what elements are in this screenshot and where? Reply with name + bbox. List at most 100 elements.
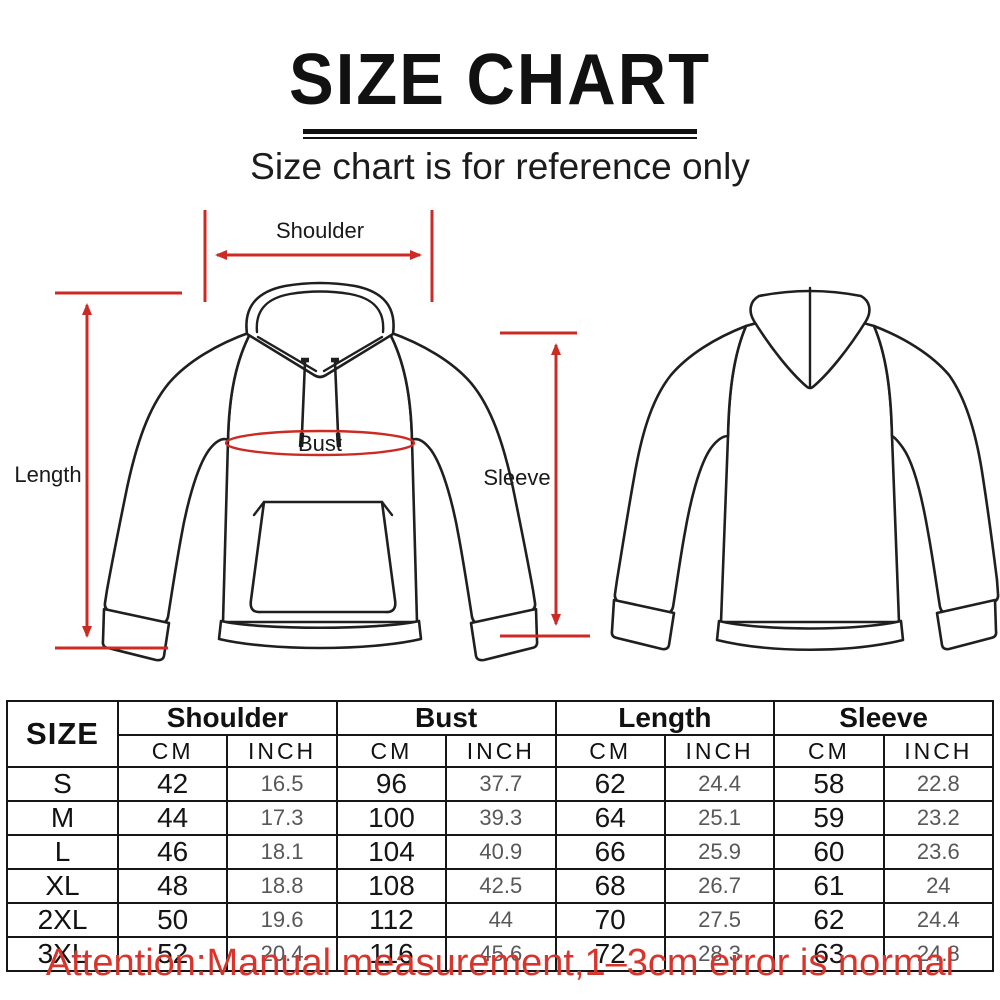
hoodie-front-hood <box>245 281 395 379</box>
length-inch-cell: 25.9 <box>663 834 776 870</box>
shoulder-inch-header: INCH <box>226 734 338 768</box>
title-underline <box>303 129 697 139</box>
shoulder-inch-cell: 16.5 <box>226 766 338 802</box>
sleeve-inch-cell: 24 <box>882 868 995 904</box>
table-row: XL 48 18.8 108 42.5 68 26.7 61 24 <box>6 868 995 904</box>
bust-cm-cell: 100 <box>335 800 448 836</box>
length-label: Length <box>14 462 81 487</box>
sleeve-cm-cell: 60 <box>773 834 885 870</box>
sleeve-cm-header: CM <box>773 734 885 768</box>
length-cm-cell: 62 <box>554 766 666 802</box>
shoulder-cm-header: CM <box>116 734 229 768</box>
length-inch-header: INCH <box>663 734 776 768</box>
length-inch-cell: 26.7 <box>663 868 776 904</box>
length-inch-cell: 25.1 <box>663 800 776 836</box>
length-inch-cell: 28.3 <box>663 936 776 972</box>
bust-cm-cell: 116 <box>335 936 448 972</box>
length-cm-cell: 68 <box>554 868 666 904</box>
measurement-annotations: Shoulder Length Sleeve Bust <box>14 210 590 650</box>
hoodie-front-drawstrings <box>300 360 340 435</box>
size-cell: XL <box>6 868 119 904</box>
length-inch-cell: 24.4 <box>663 766 776 802</box>
bust-inch-cell: 44 <box>445 902 557 938</box>
length-cm-header: CM <box>554 734 666 768</box>
length-cm-cell: 70 <box>554 902 666 938</box>
table-row: L 46 18.1 104 40.9 66 25.9 60 23.6 <box>6 834 995 870</box>
size-column-header: SIZE <box>6 700 119 768</box>
attention-note: Attention:Manual measurement,1–3cm error… <box>45 942 955 984</box>
size-cell: L <box>6 834 119 870</box>
sleeve-inch-cell: 22.8 <box>882 766 995 802</box>
hoodie-front-pocket <box>249 500 397 614</box>
bust-inch-cell: 42.5 <box>445 868 557 904</box>
table-unit-header-row: CM INCH CM INCH CM INCH CM INCH <box>7 734 995 768</box>
shoulder-cm-cell: 44 <box>116 800 229 836</box>
shoulder-cm-cell: 46 <box>116 834 229 870</box>
bust-cm-header: CM <box>335 734 448 768</box>
table-row: M 44 17.3 100 39.3 64 25.1 59 23.2 <box>6 800 995 836</box>
length-group-header: Length <box>554 700 776 736</box>
header: SIZE CHART Size chart is for reference o… <box>0 38 1000 188</box>
title-underline-thin <box>303 137 697 139</box>
length-cm-cell: 72 <box>554 936 666 972</box>
bust-cm-cell: 112 <box>335 902 448 938</box>
bust-ellipse <box>224 429 416 457</box>
shoulder-group-header: Shoulder <box>117 700 338 736</box>
shoulder-label: Shoulder <box>276 218 364 243</box>
sleeve-inch-cell: 24.8 <box>882 936 995 972</box>
shoulder-inch-cell: 19.6 <box>226 902 338 938</box>
shoulder-cm-cell: 48 <box>116 868 229 904</box>
hoodie-back-hem-band <box>715 619 905 652</box>
sleeve-label: Sleeve <box>483 465 550 490</box>
bust-label: Bust <box>298 431 342 456</box>
bust-inch-cell: 45.6 <box>445 936 557 972</box>
size-cell: M <box>6 800 119 836</box>
bust-inch-header: INCH <box>445 734 557 768</box>
shoulder-inch-cell: 20.4 <box>226 936 338 972</box>
bust-cm-cell: 104 <box>335 834 448 870</box>
bust-inch-cell: 40.9 <box>445 834 557 870</box>
measurement-diagram: Shoulder Length Sleeve Bust <box>14 210 1000 662</box>
table-row: 3XL 52 20.4 116 45.6 72 28.3 63 24.8 <box>6 936 995 972</box>
sleeve-cm-cell: 61 <box>773 868 885 904</box>
sleeve-inch-header: INCH <box>882 734 995 768</box>
hoodie-front-drawing <box>101 281 539 662</box>
hoodie-front-pocket-slits <box>252 500 394 517</box>
length-cm-cell: 64 <box>554 800 666 836</box>
bust-inch-cell: 39.3 <box>445 800 557 836</box>
hoodie-front-hem-band <box>217 619 423 650</box>
hoodie-front-collar-inner <box>255 290 385 334</box>
length-inch-cell: 27.5 <box>663 902 776 938</box>
shoulder-inch-cell: 18.8 <box>226 868 338 904</box>
table-row: S 42 16.5 96 37.7 62 24.4 58 22.8 <box>6 766 995 802</box>
hoodie-back-right-cuff <box>935 598 998 651</box>
sleeve-inch-cell: 24.4 <box>882 902 995 938</box>
sleeve-cm-cell: 58 <box>773 766 885 802</box>
sleeve-cm-cell: 62 <box>773 902 885 938</box>
shoulder-cm-cell: 52 <box>116 936 229 972</box>
bust-inch-cell: 37.7 <box>445 766 557 802</box>
title-underline-thick <box>303 129 697 134</box>
sleeve-inch-cell: 23.2 <box>882 800 995 836</box>
size-table: SIZE Shoulder Bust Length Sleeve CM INCH… <box>6 700 995 972</box>
hoodie-back-drawing <box>610 286 1000 652</box>
sleeve-cm-cell: 59 <box>773 800 885 836</box>
page-title: SIZE CHART <box>289 39 711 121</box>
sleeve-group-header: Sleeve <box>773 700 994 736</box>
table-group-header-row: SIZE Shoulder Bust Length Sleeve <box>6 700 994 768</box>
shoulder-inch-cell: 17.3 <box>226 800 338 836</box>
table-row: 2XL 50 19.6 112 44 70 27.5 62 24.4 <box>6 902 995 938</box>
page-subtitle: Size chart is for reference only <box>250 146 750 187</box>
bust-cm-cell: 108 <box>335 868 448 904</box>
bust-group-header: Bust <box>335 700 557 736</box>
length-cm-cell: 66 <box>554 834 666 870</box>
hoodie-front-collar-v <box>256 335 384 373</box>
sleeve-inch-cell: 23.6 <box>882 834 995 870</box>
size-cell: 3XL <box>6 936 119 972</box>
shoulder-cm-cell: 50 <box>116 902 229 938</box>
size-cell: 2XL <box>6 902 119 938</box>
hoodie-back-left-cuff <box>610 598 676 651</box>
hoodie-front-drawstring-aglets <box>298 432 342 448</box>
bust-cm-cell: 96 <box>335 766 448 802</box>
shoulder-cm-cell: 42 <box>116 766 229 802</box>
